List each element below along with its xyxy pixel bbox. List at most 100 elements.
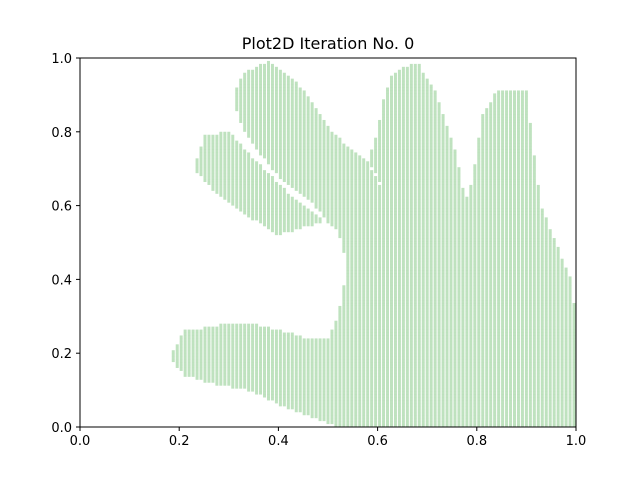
scatter-point bbox=[298, 214, 302, 218]
scatter-point bbox=[386, 403, 390, 407]
scatter-point bbox=[433, 288, 437, 292]
scatter-point bbox=[354, 302, 358, 306]
scatter-point bbox=[354, 190, 358, 194]
scatter-point bbox=[393, 338, 397, 342]
scatter-point bbox=[413, 184, 417, 188]
scatter-point bbox=[274, 96, 278, 100]
scatter-point bbox=[374, 196, 378, 200]
scatter-point bbox=[231, 341, 235, 345]
scatter-point bbox=[405, 176, 409, 180]
scatter-point bbox=[362, 193, 366, 197]
scatter-point bbox=[382, 279, 386, 283]
scatter-point bbox=[314, 409, 318, 413]
scatter-point bbox=[393, 258, 397, 262]
scatter-point bbox=[374, 367, 378, 371]
scatter-point bbox=[211, 353, 215, 357]
scatter-point bbox=[278, 99, 282, 103]
scatter-point bbox=[386, 202, 390, 206]
scatter-point bbox=[259, 149, 263, 153]
scatter-point bbox=[382, 412, 386, 416]
scatter-point bbox=[433, 214, 437, 218]
scatter-point bbox=[179, 350, 183, 354]
scatter-point bbox=[266, 93, 270, 97]
scatter-point bbox=[433, 131, 437, 135]
scatter-point bbox=[409, 258, 413, 262]
scatter-point bbox=[354, 347, 358, 351]
scatter-point bbox=[187, 329, 191, 333]
scatter-point bbox=[235, 364, 239, 368]
scatter-point bbox=[354, 424, 358, 428]
scatter-point bbox=[326, 347, 330, 351]
scatter-point bbox=[302, 143, 306, 147]
scatter-point bbox=[405, 353, 409, 357]
scatter-point bbox=[417, 311, 421, 315]
scatter-point bbox=[302, 353, 306, 357]
scatter-point bbox=[370, 181, 374, 185]
scatter-point bbox=[374, 167, 378, 171]
scatter-point bbox=[290, 99, 294, 103]
scatter-point bbox=[298, 400, 302, 404]
scatter-point bbox=[382, 400, 386, 404]
scatter-point bbox=[274, 196, 278, 200]
scatter-point bbox=[358, 170, 362, 174]
scatter-point bbox=[417, 217, 421, 221]
scatter-point bbox=[405, 214, 409, 218]
scatter-point bbox=[378, 140, 382, 144]
scatter-point bbox=[429, 359, 433, 363]
scatter-point bbox=[318, 176, 322, 180]
scatter-point bbox=[389, 258, 393, 262]
scatter-point bbox=[421, 131, 425, 135]
scatter-point bbox=[294, 403, 298, 407]
scatter-point bbox=[362, 412, 366, 416]
scatter-point bbox=[227, 158, 231, 162]
scatter-point bbox=[358, 223, 362, 227]
scatter-point bbox=[429, 202, 433, 206]
scatter-point bbox=[433, 173, 437, 177]
scatter-point bbox=[354, 394, 358, 398]
scatter-point bbox=[290, 152, 294, 156]
scatter-point bbox=[370, 202, 374, 206]
scatter-point bbox=[294, 388, 298, 392]
scatter-point bbox=[334, 379, 338, 383]
scatter-point bbox=[413, 152, 417, 156]
scatter-point bbox=[223, 170, 227, 174]
scatter-point bbox=[282, 388, 286, 392]
scatter-point bbox=[401, 149, 405, 153]
scatter-point bbox=[199, 338, 203, 342]
scatter-point bbox=[421, 214, 425, 218]
scatter-point bbox=[433, 125, 437, 129]
scatter-point bbox=[417, 273, 421, 277]
scatter-point bbox=[326, 353, 330, 357]
scatter-point bbox=[243, 87, 247, 91]
scatter-point bbox=[409, 264, 413, 268]
scatter-point bbox=[334, 214, 338, 218]
scatter-point bbox=[354, 243, 358, 247]
scatter-point bbox=[239, 359, 243, 363]
scatter-point bbox=[389, 214, 393, 218]
scatter-point bbox=[378, 202, 382, 206]
scatter-point bbox=[389, 161, 393, 165]
scatter-point bbox=[219, 362, 223, 366]
scatter-point bbox=[417, 243, 421, 247]
scatter-point bbox=[413, 282, 417, 286]
scatter-point bbox=[326, 146, 330, 150]
scatter-point bbox=[413, 217, 417, 221]
scatter-point bbox=[270, 90, 274, 94]
scatter-point bbox=[326, 409, 330, 413]
scatter-point bbox=[401, 320, 405, 324]
scatter-point bbox=[362, 385, 366, 389]
scatter-point bbox=[326, 385, 330, 389]
scatter-point bbox=[397, 164, 401, 168]
scatter-point bbox=[278, 202, 282, 206]
scatter-point bbox=[342, 347, 346, 351]
scatter-point bbox=[358, 249, 362, 253]
scatter-point bbox=[362, 238, 366, 242]
scatter-point bbox=[290, 111, 294, 115]
scatter-point bbox=[421, 397, 425, 401]
scatter-point bbox=[326, 379, 330, 383]
scatter-point bbox=[274, 140, 278, 144]
scatter-point bbox=[334, 421, 338, 425]
scatter-point bbox=[393, 72, 397, 76]
scatter-point bbox=[417, 241, 421, 244]
scatter-point bbox=[326, 167, 330, 171]
